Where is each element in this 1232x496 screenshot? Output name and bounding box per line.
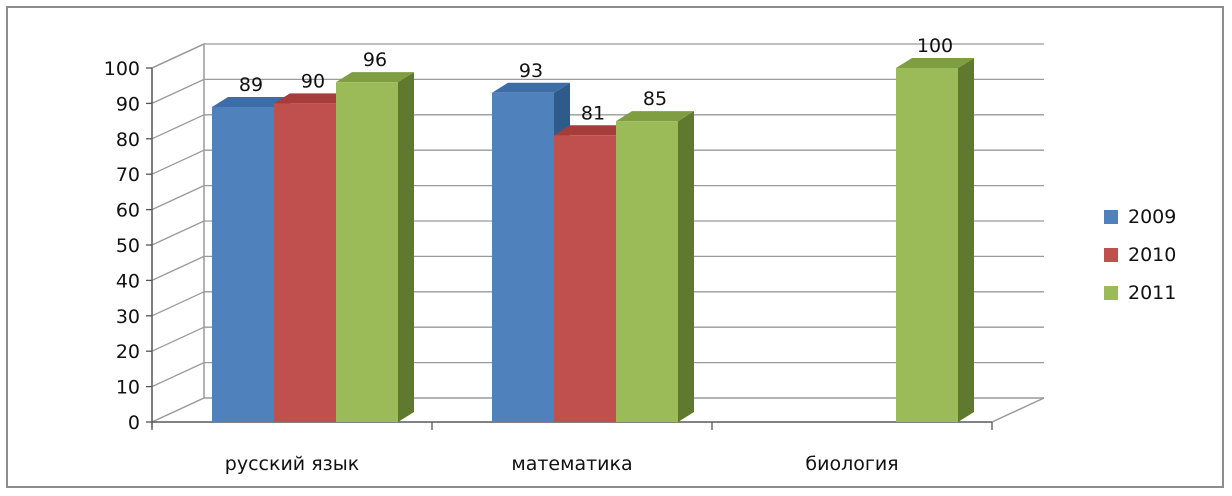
data-label: 81: [581, 102, 605, 124]
bar-top: [616, 111, 694, 122]
bar-front: [212, 106, 274, 422]
data-label: 90: [301, 70, 325, 92]
bars: [212, 58, 974, 423]
data-label: 100: [917, 35, 953, 57]
y-tick-label: 0: [128, 412, 140, 434]
gridline-side: [151, 114, 205, 140]
gridline-side: [151, 220, 205, 246]
gridline-side: [151, 185, 205, 211]
gridline-side: [151, 78, 205, 104]
data-labels: 89 90 96 93 81 85 100: [239, 35, 953, 124]
legend-label: 2010: [1128, 244, 1176, 266]
data-label: 93: [519, 60, 543, 82]
gridline-side: [151, 291, 205, 317]
x-category-label: русский язык: [225, 453, 359, 475]
bar-front: [616, 121, 678, 422]
x-axis: русский язык математика биология: [151, 421, 993, 475]
legend-label: 2011: [1128, 282, 1176, 304]
y-tick-label: 40: [116, 270, 140, 292]
gridline-side: [151, 362, 205, 388]
legend: 2009 2010 2011: [1104, 206, 1176, 304]
y-axis: 0 10 20 30 40 50 60 70 80 90 100: [104, 58, 153, 434]
gridline-side: [151, 149, 205, 175]
y-tick-label: 50: [116, 235, 140, 257]
legend-swatch: [1104, 248, 1118, 262]
bar-side: [398, 72, 414, 422]
bar-front: [896, 68, 958, 422]
bar-front: [336, 82, 398, 422]
y-tick-label: 70: [116, 164, 140, 186]
bar-side: [678, 111, 694, 422]
x-category-label: биология: [805, 453, 898, 475]
gridline-side: [151, 326, 205, 352]
bar: [616, 111, 694, 422]
legend-label: 2009: [1128, 206, 1176, 228]
bar: [896, 58, 974, 422]
legend-swatch: [1104, 286, 1118, 300]
bar-front: [492, 92, 554, 422]
y-tick-label: 10: [116, 377, 140, 399]
x-category-label: математика: [511, 453, 632, 475]
y-tick-label: 20: [116, 341, 140, 363]
y-tick-label: 30: [116, 306, 140, 328]
bar-front: [554, 135, 616, 422]
bar-top: [492, 82, 570, 93]
bar-front: [274, 103, 336, 423]
bar-top: [336, 72, 414, 83]
y-tick-label: 100: [104, 58, 140, 80]
bar-top: [212, 96, 290, 107]
y-tick-label: 80: [116, 129, 140, 151]
y-tick-label: 60: [116, 200, 140, 222]
y-tick-label: 90: [116, 93, 140, 115]
bar-top: [274, 93, 352, 104]
data-label: 96: [363, 49, 387, 71]
bar-side: [958, 58, 974, 422]
data-label: 85: [643, 88, 667, 110]
gridline-side: [151, 43, 205, 69]
bar: [336, 72, 414, 422]
data-label: 89: [239, 74, 263, 96]
legend-swatch: [1104, 210, 1118, 224]
bar-top: [554, 125, 632, 136]
gridline-side: [151, 255, 205, 281]
bar-top: [896, 58, 974, 68]
